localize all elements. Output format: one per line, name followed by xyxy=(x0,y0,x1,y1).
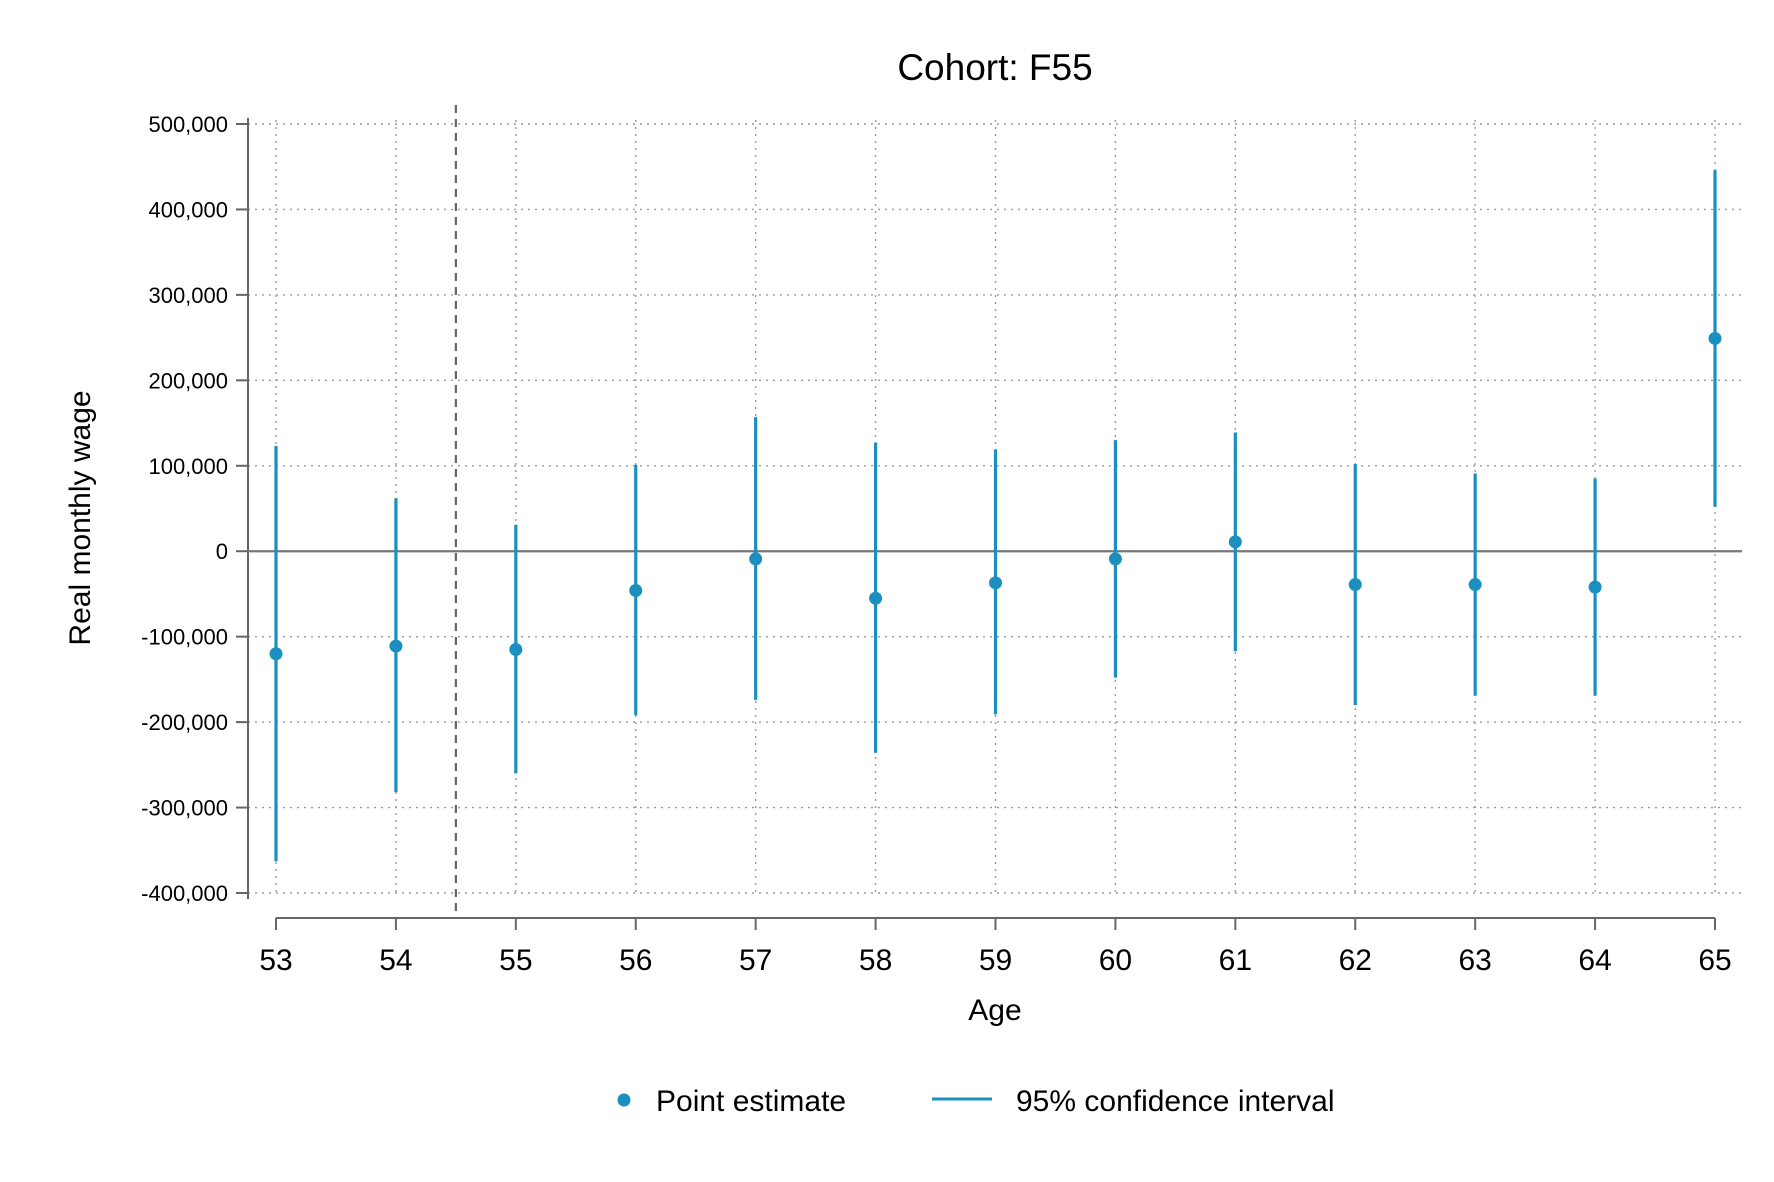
x-tick-label: 63 xyxy=(1458,944,1491,977)
point-estimate xyxy=(509,642,523,656)
y-tick-label: -200,000 xyxy=(141,710,228,735)
x-tick-labels: 53 54 55 56 57 58 59 60 61 62 63 64 65 xyxy=(259,944,1731,977)
point-estimate xyxy=(1468,578,1482,592)
legend-point-label: Point estimate xyxy=(656,1085,846,1118)
point-estimate xyxy=(749,552,763,566)
y-tick-labels: -400,000 -300,000 -200,000 -100,000 0 100,000… xyxy=(141,112,228,906)
x-axis-label: Age xyxy=(968,994,1021,1027)
y-tick-label: 0 xyxy=(216,539,228,564)
point-estimate xyxy=(1228,535,1242,549)
x-tick-label: 55 xyxy=(499,944,532,977)
data-marks xyxy=(269,170,1722,862)
point-estimate xyxy=(989,576,1002,590)
x-tick-label: 62 xyxy=(1339,944,1372,977)
point-estimate xyxy=(629,584,643,598)
point-estimate xyxy=(269,647,283,661)
x-tick-label: 58 xyxy=(859,944,892,977)
y-tick-label: 500,000 xyxy=(148,112,228,137)
x-tick-label: 59 xyxy=(979,944,1012,977)
legend: Point estimate 95% confidence interval xyxy=(617,1085,1335,1118)
legend-point-marker xyxy=(617,1093,631,1107)
point-estimate xyxy=(389,639,403,653)
legend-interval-label: 95% confidence interval xyxy=(1016,1085,1335,1118)
y-tick-label: -300,000 xyxy=(141,796,228,821)
point-estimate xyxy=(1708,331,1722,345)
x-tick-label: 54 xyxy=(379,944,412,977)
x-tick-label: 56 xyxy=(619,944,652,977)
x-tick-label: 60 xyxy=(1099,944,1132,977)
y-tick-label: 400,000 xyxy=(148,197,228,222)
x-tick-label: 53 xyxy=(259,944,292,977)
y-axis-label: Real monthly wage xyxy=(64,390,97,645)
y-tick-label: -100,000 xyxy=(141,625,228,650)
point-estimate xyxy=(869,591,883,605)
x-tick-label: 64 xyxy=(1578,944,1611,977)
chart-title: Cohort: F55 xyxy=(897,47,1092,88)
x-tick-label: 65 xyxy=(1698,944,1731,977)
point-estimate xyxy=(1588,580,1602,594)
point-estimate xyxy=(1108,552,1122,566)
y-tick-label: 100,000 xyxy=(148,454,228,479)
y-tick-label: -400,000 xyxy=(141,881,228,906)
axes xyxy=(236,118,1716,930)
point-estimate xyxy=(1348,578,1362,592)
y-tick-label: 300,000 xyxy=(148,283,228,308)
x-tick-label: 57 xyxy=(739,944,772,977)
x-tick-label: 61 xyxy=(1219,944,1252,977)
y-tick-label: 200,000 xyxy=(148,368,228,393)
